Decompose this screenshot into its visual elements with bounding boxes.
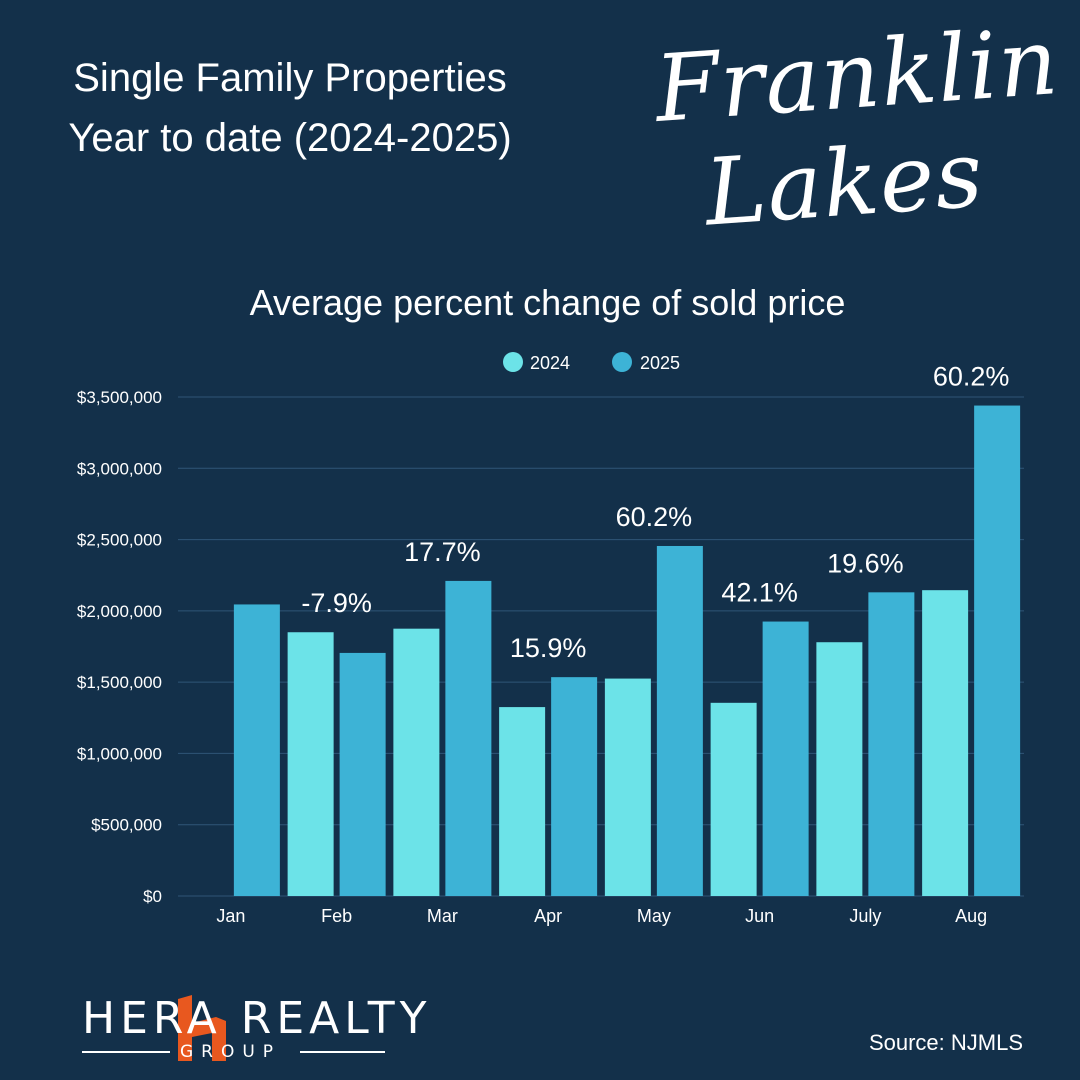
x-tick-label: Jun (745, 906, 774, 926)
brand-rule-right (300, 1051, 385, 1053)
y-tick-label: $1,500,000 (77, 673, 162, 692)
bar-2024-jun (710, 702, 757, 896)
town-name-line1: Franklin (651, 8, 1062, 143)
bar-2025-mar (445, 580, 492, 896)
bar-2025-jun (762, 621, 809, 896)
bar-2025-jan (233, 604, 280, 896)
legend-swatch-2024 (503, 352, 523, 372)
header-title-line2: Year to date (2024-2025) (68, 116, 512, 160)
x-tick-label: Aug (955, 906, 987, 926)
header-title-line1: Single Family Properties (73, 56, 507, 100)
source-note: Source: NJMLS (868, 1030, 1023, 1055)
brand-name: HERA REALTY (82, 993, 432, 1044)
x-tick-label: July (849, 906, 881, 926)
bar-2025-july (868, 592, 915, 896)
brand-subtitle: GROUP (180, 1042, 282, 1062)
bar-chart: $0 $500,000 $1,000,000 $1,500,000 $2,000,000… (77, 352, 1024, 926)
chart-title: Average percent change of sold price (249, 282, 846, 323)
x-tick-label: Jan (216, 906, 245, 926)
percent-change-label: 19.6% (827, 548, 904, 578)
y-tick-label: $0 (143, 887, 162, 906)
hera-logo-icon (178, 995, 226, 1061)
y-tick-label: $2,000,000 (77, 602, 162, 621)
y-tick-label: $1,000,000 (77, 744, 162, 763)
bar-2025-may (656, 545, 703, 896)
bar-2024-july (816, 642, 863, 896)
x-tick-label: Feb (321, 906, 352, 926)
y-tick-label: $2,500,000 (77, 531, 162, 550)
percent-change-label: -7.9% (301, 588, 372, 618)
x-tick-label: Mar (427, 906, 458, 926)
y-tick-label: $3,500,000 (77, 388, 162, 407)
bar-2024-may (604, 678, 651, 896)
x-tick-label: Apr (534, 906, 562, 926)
bar-2024-feb (287, 632, 334, 896)
bar-2025-apr (551, 677, 598, 896)
percent-change-label: 42.1% (721, 578, 798, 608)
x-tick-label: May (637, 906, 671, 926)
legend-swatch-2025 (612, 352, 632, 372)
legend-label: 2025 (640, 353, 680, 373)
y-tick-label: $3,000,000 (77, 459, 162, 478)
legend-label: 2024 (530, 353, 570, 373)
bar-2024-aug (922, 590, 969, 896)
bar-2025-feb (339, 652, 386, 896)
bar-2025-aug (974, 405, 1021, 896)
percent-change-label: 15.9% (510, 633, 587, 663)
percent-change-label: 60.2% (616, 502, 693, 532)
bar-2024-mar (393, 628, 440, 896)
bar-2024-apr (499, 707, 546, 896)
percent-change-label: 17.7% (404, 537, 481, 567)
y-tick-label: $500,000 (91, 816, 162, 835)
brand-rule-left (82, 1051, 170, 1053)
town-name-line2: Lakes (701, 120, 987, 247)
percent-change-label: 60.2% (933, 362, 1010, 392)
